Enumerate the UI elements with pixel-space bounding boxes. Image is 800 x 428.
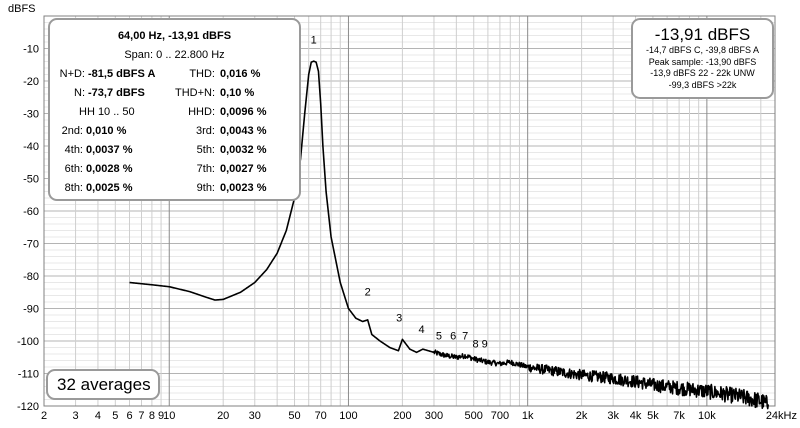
h8-value: 0,0025 % bbox=[86, 182, 133, 194]
y-axis-label: dBFS bbox=[8, 3, 36, 15]
x-tick-label: 6 bbox=[126, 410, 132, 422]
x-tick-label: 70 bbox=[315, 410, 327, 422]
y-tick-label: -40 bbox=[23, 141, 39, 153]
x-tick-label: 2k bbox=[576, 410, 588, 422]
averages-badge[interactable]: 32 averages bbox=[46, 369, 160, 400]
h5-value: 0,0032 % bbox=[220, 144, 267, 156]
y-tick-label: -80 bbox=[23, 271, 39, 283]
h8-label: 8th: bbox=[64, 182, 83, 194]
h7-label: 7th: bbox=[196, 163, 215, 175]
x-tick-label: 30 bbox=[249, 410, 261, 422]
x-tick-label: 5 bbox=[112, 410, 118, 422]
harmonic-label: 7 bbox=[462, 330, 468, 342]
x-tick-label: 7k bbox=[673, 410, 685, 422]
spectrum-line bbox=[129, 60, 770, 410]
y-tick-label: -60 bbox=[23, 206, 39, 218]
level-main-value: -13,91 dBFS bbox=[654, 25, 751, 44]
h6-value: 0,0028 % bbox=[86, 163, 133, 175]
n-value: -73,7 dBFS bbox=[88, 87, 145, 99]
h4-label: 4th: bbox=[64, 144, 83, 156]
harmonic-label: 3 bbox=[396, 313, 402, 325]
y-tick-label: -20 bbox=[23, 76, 39, 88]
level-panel: -13,91 dBFS -14,7 dBFS C, -39,8 dBFS A P… bbox=[631, 18, 774, 99]
plot-frame bbox=[43, 15, 776, 407]
harmonic-label: 4 bbox=[419, 324, 425, 336]
y-tick-label: -10 bbox=[23, 44, 39, 56]
harmonic-label: 5 bbox=[436, 330, 442, 342]
level-weighted: -14,7 dBFS C, -39,8 dBFS A bbox=[645, 45, 760, 55]
y-tick-label: -30 bbox=[23, 109, 39, 121]
x-tick-label: 3 bbox=[72, 410, 78, 422]
y-tick-label: -110 bbox=[18, 369, 39, 381]
stats-header-span: Span: 0 .. 22.800 Hz bbox=[124, 49, 225, 61]
h3-label: 3rd: bbox=[196, 125, 215, 137]
stats-header-frequency: 64,00 Hz, -13,91 dBFS bbox=[117, 30, 232, 42]
hhd-value: 0,0096 % bbox=[220, 106, 267, 118]
h4-value: 0,0037 % bbox=[86, 144, 133, 156]
x-tick-label: 1k bbox=[522, 410, 534, 422]
harmonic-label: 8 bbox=[473, 339, 479, 351]
series-layer bbox=[129, 60, 770, 410]
y-tick-label: -120 bbox=[17, 401, 39, 413]
y-tick-label: -90 bbox=[23, 304, 39, 316]
harmonic-label: 2 bbox=[365, 287, 371, 299]
h6-label: 6th: bbox=[64, 163, 83, 175]
x-tick-label: 2 bbox=[41, 410, 47, 422]
x-tick-label: 4k bbox=[630, 410, 642, 422]
h9-value: 0,0023 % bbox=[220, 182, 267, 194]
x-tick-label: 200 bbox=[393, 410, 411, 422]
h2-label: 2nd: bbox=[61, 125, 83, 137]
x-tick-label: 50 bbox=[288, 410, 300, 422]
y-tick-label: -100 bbox=[17, 336, 39, 348]
thd-value: 0,016 % bbox=[220, 68, 261, 80]
h5-label: 5th: bbox=[196, 144, 215, 156]
level-unweighted: -13,9 dBFS 22 - 22k UNW bbox=[650, 68, 755, 78]
y-tick-label: -50 bbox=[23, 174, 39, 186]
x-tick-label: 9 bbox=[158, 410, 164, 422]
x-tick-label: 10 bbox=[163, 410, 175, 422]
x-tick-label: 3k bbox=[607, 410, 619, 422]
thdn-label: THD+N: bbox=[174, 87, 215, 99]
x-tick-label: 500 bbox=[465, 410, 483, 422]
x-tick-label: 8 bbox=[149, 410, 155, 422]
harmonic-label: 1 bbox=[311, 35, 317, 47]
x-tick-label: 700 bbox=[491, 410, 509, 422]
x-tick-label: 300 bbox=[425, 410, 443, 422]
stats-panel: 64,00 Hz, -13,91 dBFS Span: 0 .. 22.800 … bbox=[48, 18, 301, 201]
h7-value: 0,0027 % bbox=[220, 163, 267, 175]
harmonic-label: 6 bbox=[450, 330, 456, 342]
n-label: N: bbox=[74, 87, 85, 99]
x-tick-label: 100 bbox=[339, 410, 357, 422]
x-tick-label: 5k bbox=[647, 410, 659, 422]
hhd-label: HHD: bbox=[188, 106, 215, 118]
h9-label: 9th: bbox=[196, 182, 215, 194]
axis-tick-labels: 2 3 4 5 6 7 8 9 10 20 30 50 70 100 200 300 500 700 1k 2k 3k 4… bbox=[17, 44, 797, 423]
x-tick-label: 20 bbox=[217, 410, 229, 422]
x-tick-label: 10k bbox=[698, 410, 716, 422]
level-peak-sample: Peak sample: -13,90 dBFS bbox=[648, 56, 757, 67]
harmonic-label: 9 bbox=[482, 339, 488, 351]
thdn-value: 0,10 % bbox=[220, 87, 255, 99]
nd-value: -81,5 dBFS A bbox=[88, 68, 156, 80]
x-tick-label: 4 bbox=[95, 410, 101, 422]
level-above-22k: -99,3 dBFS >22k bbox=[668, 79, 737, 90]
x-tick-label: 24kHz bbox=[766, 410, 797, 422]
thd-label: THD: bbox=[189, 68, 215, 80]
x-tick-label: 7 bbox=[138, 410, 144, 422]
harmonic-markers: 1 2 3 45 6 78 9 bbox=[311, 35, 488, 351]
h2-value: 0,010 % bbox=[86, 125, 127, 137]
hh-range-label: HH 10 .. 50 bbox=[79, 106, 135, 118]
y-tick-label: -70 bbox=[23, 239, 39, 251]
nd-label: N+D: bbox=[59, 68, 85, 80]
h3-value: 0,0043 % bbox=[220, 125, 267, 137]
